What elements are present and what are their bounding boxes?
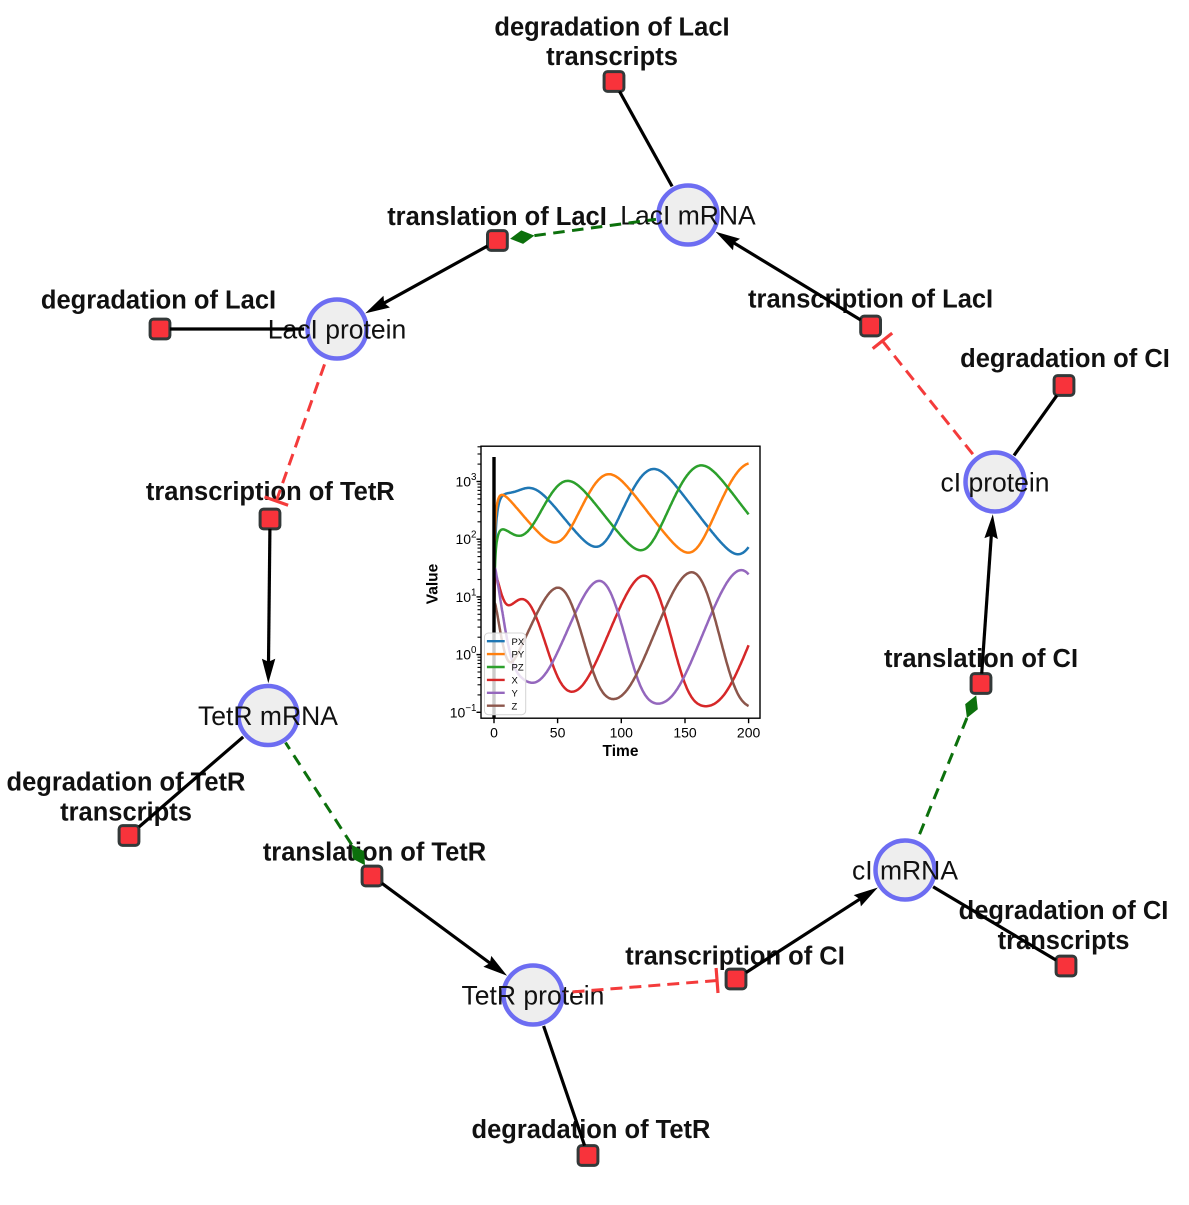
svg-text:PZ: PZ xyxy=(512,663,524,674)
svg-text:200: 200 xyxy=(737,725,761,741)
svg-text:100: 100 xyxy=(610,725,634,741)
svg-text:translation of TetR: translation of TetR xyxy=(263,839,486,867)
svg-text:X: X xyxy=(512,676,519,687)
svg-text:PY: PY xyxy=(512,650,525,661)
svg-text:TetR protein: TetR protein xyxy=(462,981,605,1011)
svg-text:degradation of CI: degradation of CI xyxy=(959,897,1169,925)
svg-text:cI mRNA: cI mRNA xyxy=(852,856,958,886)
svg-text:degradation of TetR: degradation of TetR xyxy=(7,769,246,797)
svg-text:TetR mRNA: TetR mRNA xyxy=(198,701,338,731)
svg-text:Z: Z xyxy=(512,701,518,712)
svg-text:degradation of LacI: degradation of LacI xyxy=(41,287,276,315)
svg-text:150: 150 xyxy=(673,725,697,741)
svg-text:Time: Time xyxy=(603,743,639,760)
svg-text:transcription of LacI: transcription of LacI xyxy=(748,285,993,313)
svg-text:50: 50 xyxy=(550,725,566,741)
svg-text:LacI mRNA: LacI mRNA xyxy=(620,201,756,231)
svg-text:Y: Y xyxy=(512,688,519,699)
svg-text:degradation of CI: degradation of CI xyxy=(960,345,1170,373)
svg-text:cI protein: cI protein xyxy=(940,468,1049,498)
svg-text:0: 0 xyxy=(490,725,498,741)
svg-text:degradation of LacI: degradation of LacI xyxy=(494,14,729,42)
svg-text:Value: Value xyxy=(424,563,441,604)
svg-text:transcripts: transcripts xyxy=(60,798,192,826)
svg-text:transcription of CI: transcription of CI xyxy=(625,942,845,970)
svg-text:transcripts: transcripts xyxy=(998,927,1130,955)
svg-text:degradation of TetR: degradation of TetR xyxy=(472,1116,711,1144)
svg-text:translation of LacI: translation of LacI xyxy=(387,203,607,231)
svg-text:transcripts: transcripts xyxy=(546,43,678,71)
svg-text:transcription of TetR: transcription of TetR xyxy=(146,478,395,506)
svg-text:PX: PX xyxy=(512,637,525,648)
